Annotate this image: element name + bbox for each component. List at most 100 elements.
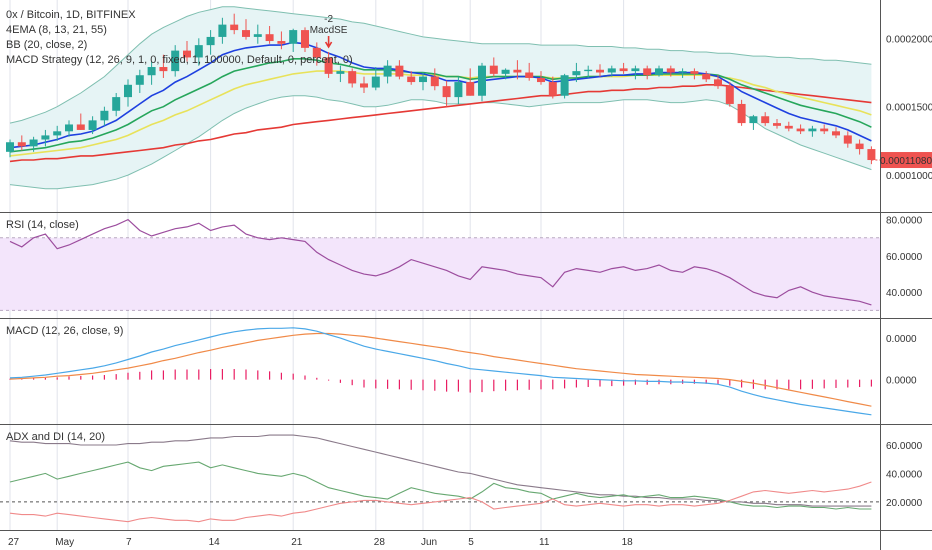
candle-body [820, 128, 829, 132]
candle-body [749, 116, 758, 124]
candle-body [289, 30, 298, 44]
candle-body [832, 131, 840, 136]
adx-title: ADX and DI (14, 20) [6, 431, 105, 443]
candle-body [371, 76, 380, 88]
candle-body [596, 69, 604, 73]
candle-body [666, 68, 675, 73]
rsi-tick-label: 40.0000 [886, 288, 923, 299]
signal-value-label: -2 [324, 14, 333, 25]
symbol-title[interactable]: 0x / Bitcoin, 1D, BITFINEX [6, 9, 136, 21]
candle-body [112, 97, 121, 111]
candle-body [183, 50, 191, 58]
x-tick-label: 21 [291, 537, 303, 548]
candle-body [407, 76, 416, 83]
candle-body [442, 86, 451, 98]
bb-legend[interactable]: BB (20, close, 2) [6, 39, 88, 51]
x-tick-label: 28 [374, 537, 386, 548]
adx-tick-label: 20.0000 [886, 498, 923, 509]
rsi-tick-label: 80.0000 [886, 216, 923, 227]
candle-body [135, 75, 144, 85]
candle-body [17, 142, 26, 147]
bollinger-upper-line [9, 6, 872, 124]
x-tick-label: Jun [421, 537, 437, 548]
candle-body [714, 79, 722, 87]
candle-body [619, 68, 628, 72]
candle-body [525, 72, 534, 78]
macd-tick-label: 0.0000 [886, 334, 917, 345]
candle-body [383, 65, 392, 77]
candle-body [230, 24, 239, 31]
candle-body [796, 128, 805, 132]
candle-body [584, 69, 593, 72]
x-tick-label: 5 [468, 537, 474, 548]
macd-signal-line [9, 332, 872, 407]
candle-body [360, 83, 368, 88]
candle-body [218, 24, 227, 37]
signal-arrow [324, 35, 333, 49]
candle-body [41, 135, 50, 140]
bollinger-lower-line [9, 95, 872, 190]
candle-body [548, 82, 557, 96]
candle-body [489, 65, 498, 74]
candle-body [312, 47, 321, 58]
candle-body [430, 76, 439, 87]
candle-body [478, 65, 486, 96]
di-minus-line [9, 481, 872, 523]
candle-body [513, 69, 522, 73]
adx-tick-label: 60.0000 [886, 441, 923, 452]
macd-title: MACD (12, 26, close, 9) [6, 325, 123, 337]
candle-body [784, 125, 793, 129]
x-tick-label: 27 [8, 537, 20, 548]
candle-body [808, 128, 817, 132]
candle-body [631, 68, 640, 72]
candle-body [124, 84, 132, 98]
candle-body [29, 139, 38, 147]
adx-tick-label: 40.0000 [886, 469, 923, 480]
candle-body [560, 75, 569, 96]
ema-55-line [9, 84, 872, 163]
macd-strategy-legend[interactable]: MACD Strategy (12, 26, 9, 1, 0, fixed, 1… [6, 54, 353, 66]
adx-pane: ADX and DI (14, 20) [0, 431, 880, 523]
candle-body [773, 123, 781, 126]
candle-body [301, 30, 309, 48]
candle-body [265, 34, 274, 42]
candle-body [501, 69, 510, 74]
ema-13-line [9, 57, 872, 153]
candle-body [855, 143, 864, 150]
candle-body [466, 82, 475, 96]
candle-body [655, 68, 663, 76]
candle-body [395, 65, 404, 77]
candle-body [206, 36, 215, 46]
rsi-band [0, 237, 880, 311]
candle-body [336, 71, 345, 74]
x-tick-label: 11 [539, 537, 550, 548]
candle-body [454, 82, 463, 98]
candle-body [324, 57, 333, 74]
candle-body [242, 30, 250, 37]
candle-body [6, 142, 14, 152]
x-tick-label: 18 [622, 537, 634, 548]
rsi-line [9, 218, 872, 306]
ema-8-line [9, 41, 872, 149]
candle-body [737, 103, 746, 124]
candle-body [537, 77, 545, 83]
rsi-tick-label: 60.0000 [886, 252, 923, 263]
candle-body [277, 41, 286, 44]
candle-body [100, 110, 109, 121]
x-tick-label: May [55, 537, 74, 548]
rsi-pane: RSI (14, close) [0, 218, 880, 311]
candle-body [725, 86, 734, 104]
candle-body [147, 67, 156, 76]
candle-body [702, 73, 711, 80]
candle-body [53, 131, 62, 136]
ema-legend[interactable]: 4EMA (8, 13, 21, 55) [6, 24, 107, 36]
x-tick-label: 7 [126, 537, 132, 548]
macd-pane: MACD (12, 26, close, 9) [6, 325, 873, 416]
candle-body [159, 67, 168, 72]
candle-body [88, 120, 97, 130]
candle-body [761, 116, 770, 124]
